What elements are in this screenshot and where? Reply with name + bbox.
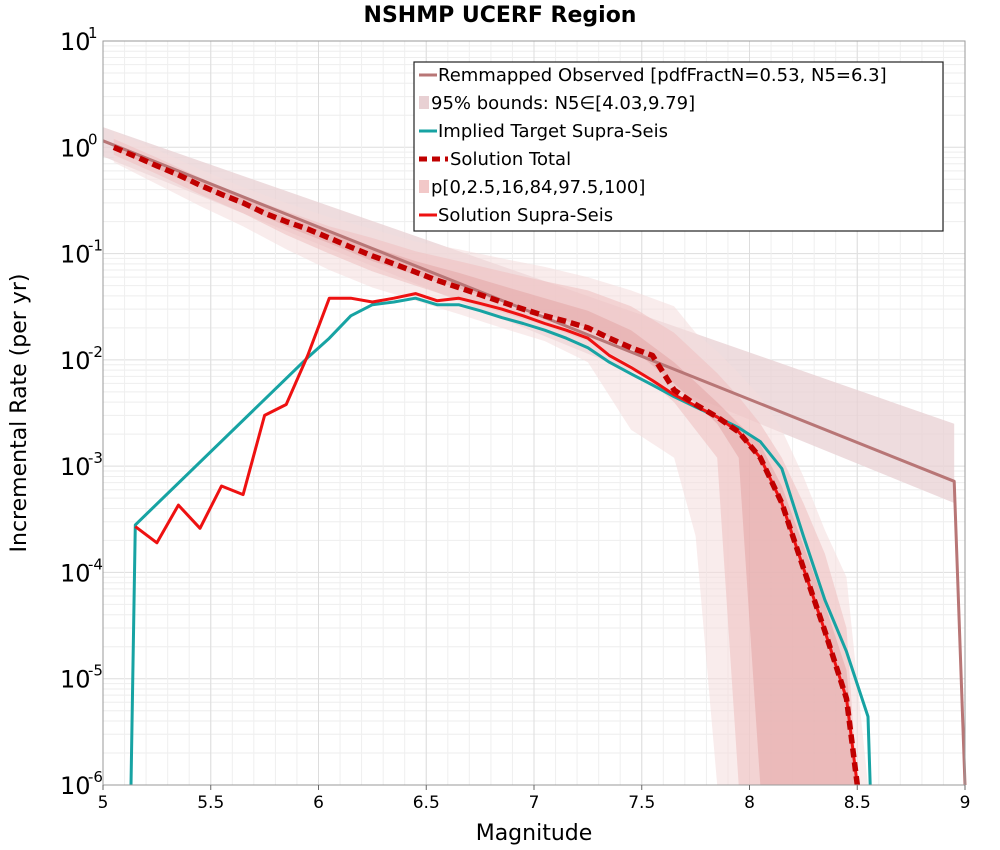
y-tick-base: 10 — [60, 28, 91, 56]
y-tick-label: 10-4 — [60, 555, 103, 587]
legend-label-target: Implied Target Supra-Seis — [438, 121, 668, 142]
legend: Remmapped Observed [pdfFractN=0.53, N5=6… — [413, 61, 944, 232]
x-tick-label: 6 — [313, 793, 324, 813]
band-p-16-84 — [113, 143, 858, 785]
y-tick-exponent: -3 — [88, 449, 103, 467]
legend-label-observed: Remmapped Observed [pdfFractN=0.53, N5=6… — [438, 65, 887, 86]
y-tick-exponent: -1 — [88, 237, 103, 255]
y-tick-label: 10-5 — [60, 662, 103, 694]
x-tick-label: 7 — [529, 793, 540, 813]
y-tick-exponent: 1 — [88, 24, 98, 42]
percentile-bands — [103, 127, 955, 786]
y-tick-exponent: -2 — [88, 343, 103, 361]
y-tick-exponent: -6 — [88, 768, 103, 786]
series-line-solution-total — [112, 144, 861, 786]
y-axis-label: Incremental Rate (per yr) — [7, 274, 32, 553]
y-tick-label: 10-1 — [60, 237, 103, 269]
x-tick-label: 5 — [98, 793, 109, 813]
series-line-observed — [102, 139, 967, 786]
y-tick-exponent: -4 — [88, 555, 103, 573]
x-tick-label: 8.5 — [844, 793, 871, 813]
y-tick-base: 10 — [60, 666, 91, 694]
y-tick-label: 10-6 — [60, 768, 103, 800]
y-tick-base: 10 — [60, 772, 91, 800]
series-lines — [102, 139, 967, 786]
x-tick-label: 8 — [744, 793, 755, 813]
legend-label-solution-supra: Solution Supra-Seis — [438, 205, 613, 226]
chart-title: NSHMP UCERF Region — [364, 3, 637, 28]
x-tick-label: 7.5 — [628, 793, 655, 813]
y-tick-label: 101 — [60, 24, 98, 56]
x-tick-label: 9 — [960, 793, 971, 813]
y-tick-label: 100 — [60, 130, 98, 162]
series-line-target — [129, 296, 872, 786]
y-tick-exponent: 0 — [88, 130, 98, 148]
y-tick-label: 10-3 — [60, 449, 103, 481]
y-tick-exponent: -5 — [88, 662, 103, 680]
x-axis-label: Magnitude — [476, 821, 593, 846]
y-tick-label: 10-2 — [60, 343, 103, 375]
legend-box — [413, 61, 944, 232]
y-tick-base: 10 — [60, 347, 91, 375]
y-tick-base: 10 — [60, 453, 91, 481]
x-axis-ticks: 5 5.5 6 6.5 7 7.5 8 8.5 9 — [98, 785, 971, 813]
y-tick-base: 10 — [60, 241, 91, 269]
legend-swatch-percentiles — [419, 180, 429, 193]
y-tick-base: 10 — [60, 559, 91, 587]
legend-label-percentiles: p[0,2.5,16,84,97.5,100] — [431, 177, 645, 198]
legend-label-solution-total: Solution Total — [450, 149, 571, 170]
y-tick-base: 10 — [60, 134, 91, 162]
x-tick-label: 5.5 — [197, 793, 224, 813]
x-tick-label: 6.5 — [413, 793, 440, 813]
legend-label-95-bounds: 95% bounds: N5∈[4.03,9.79] — [431, 93, 695, 114]
legend-swatch-95-bounds — [419, 96, 429, 109]
